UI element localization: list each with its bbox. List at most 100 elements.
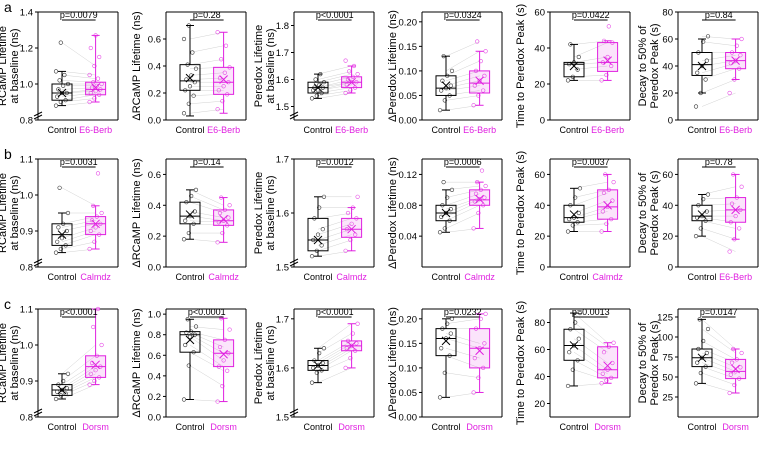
y-tick-label: 0.4 — [148, 201, 161, 212]
data-point — [186, 230, 191, 236]
y-tick-label: 0 — [668, 263, 673, 274]
data-point — [53, 103, 59, 108]
data-point — [93, 89, 98, 94]
data-point — [64, 90, 69, 96]
data-point — [570, 223, 575, 228]
data-point — [705, 326, 711, 332]
y-tick-label: 0 — [668, 116, 673, 127]
series-0 — [179, 187, 201, 242]
data-point — [89, 360, 95, 366]
data-point — [705, 34, 711, 39]
mean-marker — [731, 56, 740, 65]
y-axis-label: ΔPeredox Lifetime (ns) — [387, 10, 399, 122]
panel-1-0: 0.8 0.9 1.0 1.1 RCaMP Lifetime at baseline (n… — [0, 155, 119, 282]
pair-connector — [189, 365, 224, 387]
data-point — [442, 226, 447, 231]
pair-connector — [61, 187, 96, 207]
y-tick-label: 20 — [662, 89, 673, 100]
data-point — [97, 375, 102, 380]
axes-frame — [549, 158, 631, 268]
pair-connector — [61, 89, 96, 94]
data-point — [732, 237, 737, 242]
pair-connector — [61, 344, 96, 374]
y-axis-label: at baseline (ns) — [9, 28, 21, 103]
data-point — [184, 330, 189, 335]
data-point — [437, 108, 443, 113]
p-value-label: p=0.0012 — [316, 157, 354, 167]
data-point — [225, 223, 230, 228]
data-point — [481, 365, 486, 371]
data-point — [354, 216, 359, 221]
pair-connector — [573, 369, 608, 381]
data-point — [312, 358, 317, 363]
panel-2-2: 1.5 1.6 1.7 Peredox Lifetime at baseline (ns… — [253, 307, 375, 432]
axis-break-mark — [289, 111, 299, 120]
data-point — [475, 39, 480, 44]
pair-connector — [445, 70, 480, 81]
data-point — [565, 383, 571, 389]
axis-break-mark — [33, 258, 43, 267]
pair-connector — [61, 248, 96, 253]
axes-frame — [421, 308, 503, 418]
pair-connector — [189, 326, 224, 330]
y-tick-label: 0.05 — [399, 388, 418, 399]
data-point — [219, 316, 224, 321]
series-1 — [85, 171, 107, 252]
box — [469, 70, 491, 94]
series-0 — [307, 71, 329, 101]
data-point — [343, 248, 348, 253]
data-point — [704, 58, 709, 63]
data-point — [577, 310, 583, 316]
axes-frame — [677, 11, 759, 121]
data-point — [611, 340, 616, 345]
axis-break-mark — [33, 111, 43, 120]
axes-frame — [421, 158, 503, 268]
mean-marker — [441, 208, 451, 218]
data-point — [738, 365, 743, 370]
data-point — [471, 390, 476, 395]
pair-connector — [445, 60, 480, 77]
data-point — [193, 187, 199, 192]
y-axis-label: Peredox Peak (s) — [649, 321, 661, 406]
data-point — [216, 364, 221, 369]
data-point — [734, 43, 739, 48]
data-point — [693, 381, 699, 386]
pair-connector — [701, 186, 736, 195]
data-point — [567, 350, 572, 355]
data-point — [701, 197, 706, 202]
data-point — [732, 382, 737, 388]
data-point — [317, 205, 322, 210]
data-point — [568, 203, 573, 208]
data-point — [92, 96, 97, 101]
data-point — [97, 54, 102, 60]
data-point — [95, 76, 101, 81]
y-axis-label: Decay to 50% of — [637, 322, 649, 404]
pair-connector — [573, 338, 608, 364]
data-point — [220, 384, 225, 389]
data-point — [317, 351, 322, 356]
data-point — [698, 370, 703, 376]
data-point — [728, 61, 733, 66]
pair-connector — [445, 95, 480, 101]
data-point — [63, 98, 68, 103]
data-point — [94, 353, 99, 358]
series-0 — [435, 54, 457, 113]
axis-break-mark — [289, 408, 299, 417]
data-point — [476, 375, 481, 380]
data-point — [58, 99, 63, 105]
y-tick-label: 0.05 — [399, 91, 418, 102]
y-tick-label: 0.9 — [20, 227, 33, 238]
data-point — [217, 210, 223, 216]
data-point — [439, 346, 444, 351]
pair-connector — [189, 189, 224, 206]
data-point — [95, 306, 101, 312]
mean-marker — [441, 81, 451, 90]
y-tick-label: 0.0 — [148, 263, 161, 274]
data-point — [695, 360, 700, 365]
series-1 — [469, 311, 491, 395]
data-point — [704, 209, 709, 214]
series-0 — [691, 34, 713, 109]
pair-connector — [317, 87, 352, 94]
category-label: Control — [687, 422, 716, 432]
